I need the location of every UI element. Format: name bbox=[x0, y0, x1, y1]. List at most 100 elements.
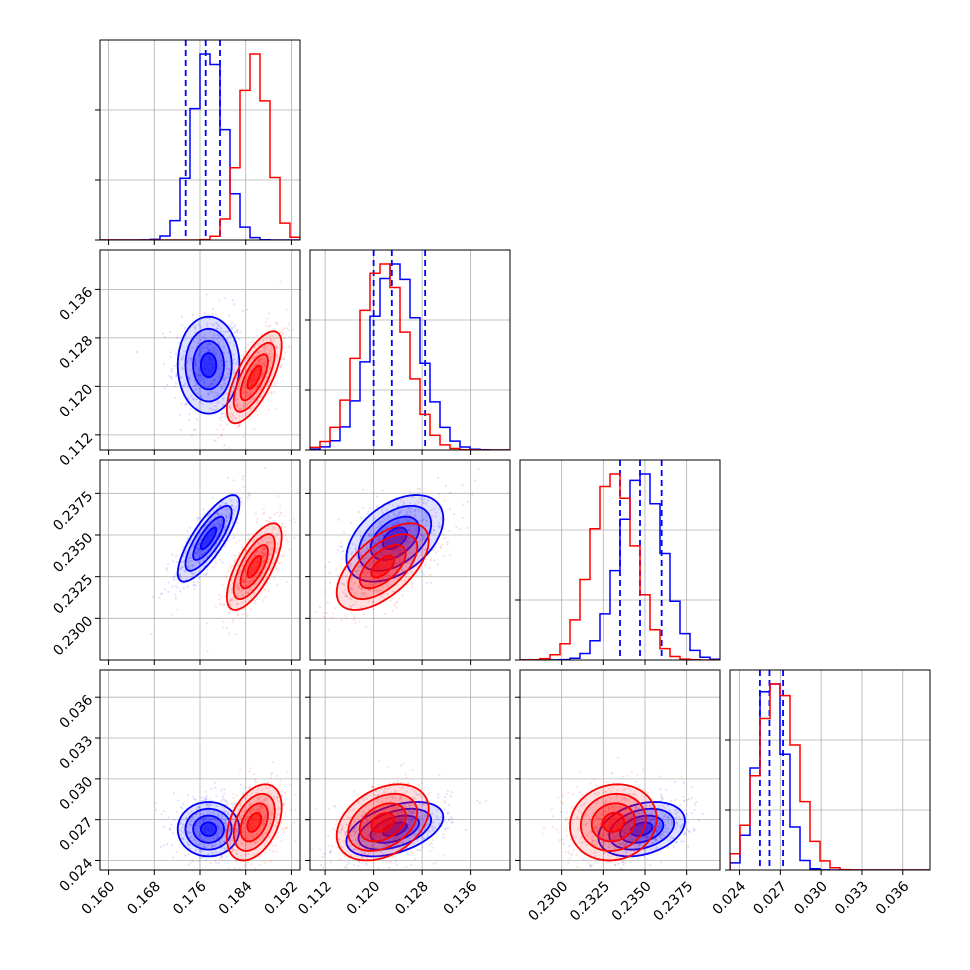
scatter-point bbox=[602, 834, 605, 838]
scatter-point bbox=[225, 376, 228, 379]
scatter-point bbox=[366, 820, 369, 823]
scatter-point bbox=[226, 330, 230, 333]
scatter-point bbox=[246, 496, 250, 499]
scatter-point bbox=[233, 303, 236, 306]
scatter-point bbox=[420, 533, 424, 536]
scatter-point bbox=[275, 346, 278, 349]
scatter-point bbox=[374, 541, 377, 545]
scatter-point bbox=[223, 296, 226, 299]
scatter-point bbox=[434, 551, 438, 554]
scatter-point bbox=[367, 533, 371, 536]
scatter-point bbox=[367, 830, 370, 833]
scatter-point bbox=[630, 870, 632, 872]
scatter-point bbox=[293, 521, 296, 524]
scatter-point bbox=[214, 439, 217, 443]
scatter-point bbox=[443, 554, 446, 557]
scatter-point bbox=[652, 848, 655, 852]
scatter-point bbox=[288, 335, 291, 338]
scatter-point bbox=[331, 616, 334, 620]
scatter-point bbox=[192, 564, 195, 567]
scatter-point bbox=[173, 364, 176, 367]
scatter-point bbox=[394, 549, 397, 552]
scatter-point bbox=[226, 803, 229, 806]
scatter-point bbox=[380, 552, 384, 555]
scatter-point bbox=[165, 567, 168, 570]
scatter-point bbox=[230, 589, 233, 592]
scatter-point bbox=[194, 364, 197, 367]
scatter-point bbox=[262, 821, 265, 824]
scatter-point bbox=[388, 781, 391, 785]
scatter-point bbox=[247, 591, 250, 594]
scatter-point bbox=[378, 545, 381, 548]
scatter-point bbox=[396, 573, 399, 576]
scatter-point bbox=[254, 554, 257, 557]
scatter-point bbox=[366, 818, 369, 821]
scatter-point bbox=[262, 800, 265, 804]
scatter-point bbox=[448, 529, 451, 533]
scatter-point bbox=[362, 822, 366, 825]
scatter-point bbox=[398, 526, 402, 529]
scatter-point bbox=[288, 346, 291, 349]
scatter-point bbox=[382, 846, 385, 849]
scatter-point bbox=[214, 837, 217, 841]
scatter-point bbox=[253, 552, 256, 556]
scatter-point bbox=[244, 391, 247, 394]
scatter-point bbox=[409, 540, 412, 543]
scatter-point bbox=[197, 367, 200, 370]
scatter-point bbox=[567, 845, 571, 848]
scatter-point bbox=[189, 553, 192, 556]
scatter-point bbox=[392, 794, 396, 797]
scatter-point bbox=[398, 809, 401, 812]
scatter-point bbox=[411, 851, 414, 854]
scatter-point bbox=[244, 836, 247, 840]
scatter-point bbox=[391, 805, 394, 809]
scatter-point bbox=[222, 345, 226, 349]
scatter-point bbox=[207, 392, 210, 395]
scatter-point bbox=[220, 450, 222, 452]
scatter-point bbox=[395, 818, 399, 821]
scatter-point bbox=[360, 841, 363, 844]
scatter-point bbox=[272, 540, 275, 543]
scatter-point bbox=[276, 323, 279, 326]
contour-line bbox=[176, 494, 241, 583]
scatter-point bbox=[674, 817, 677, 820]
scatter-point bbox=[264, 551, 267, 554]
scatter-point bbox=[223, 391, 226, 394]
scatter-point bbox=[194, 325, 197, 328]
scatter-point bbox=[403, 536, 406, 539]
scatter-point bbox=[373, 517, 376, 520]
scatter-point bbox=[257, 542, 260, 545]
scatter-point bbox=[220, 419, 223, 422]
scatter-point bbox=[223, 528, 227, 532]
scatter-point bbox=[362, 839, 365, 842]
scatter-point bbox=[211, 337, 214, 340]
scatter-point bbox=[438, 526, 441, 529]
scatter-point bbox=[174, 397, 177, 400]
scatter-point bbox=[364, 847, 367, 851]
scatter-point bbox=[354, 877, 356, 879]
scatter-point bbox=[657, 829, 660, 832]
scatter-point bbox=[210, 390, 213, 393]
scatter-point bbox=[266, 581, 269, 584]
scatter-point bbox=[225, 856, 228, 859]
scatter-point bbox=[248, 389, 251, 393]
scatter-point bbox=[277, 528, 280, 531]
scatter-point bbox=[187, 377, 191, 380]
scatter-point bbox=[350, 563, 353, 566]
scatter-point bbox=[399, 551, 402, 554]
scatter-point bbox=[195, 372, 198, 375]
scatter-point bbox=[212, 852, 216, 855]
scatter-point bbox=[269, 358, 272, 361]
scatter-point bbox=[332, 805, 335, 808]
scatter-point bbox=[337, 830, 340, 833]
scatter-point bbox=[204, 790, 207, 793]
scatter-point bbox=[416, 487, 419, 490]
scatter-point bbox=[389, 531, 392, 534]
scatter-point bbox=[244, 567, 247, 571]
scatter-point bbox=[360, 840, 363, 843]
scatter-point bbox=[387, 796, 390, 799]
contour-line bbox=[335, 522, 430, 611]
scatter-point bbox=[203, 846, 206, 849]
scatter-point bbox=[277, 547, 280, 551]
scatter-point bbox=[202, 845, 206, 849]
